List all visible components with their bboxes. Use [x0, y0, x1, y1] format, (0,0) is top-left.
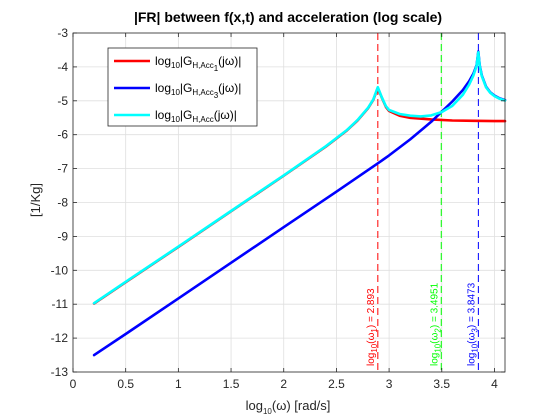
- x-tick-label: 4: [491, 377, 498, 391]
- y-tick-label: -10: [51, 263, 69, 277]
- y-tick-label: -13: [51, 365, 69, 379]
- chart-title: |FR| between f(x,t) and acceleration (lo…: [134, 9, 442, 25]
- x-tick-label: 0: [70, 377, 77, 391]
- y-tick-label: -8: [57, 196, 68, 210]
- x-tick-label: 2: [280, 377, 287, 391]
- y-tick-label: -9: [57, 229, 68, 243]
- x-tick-label: 2.5: [328, 377, 345, 391]
- y-tick-label: -3: [57, 26, 68, 40]
- x-tick-label: 3.5: [433, 377, 450, 391]
- y-tick-label: -7: [57, 162, 68, 176]
- y-tick-label: -12: [51, 331, 69, 345]
- y-tick-label: -11: [52, 297, 69, 311]
- x-tick-label: 3: [386, 377, 393, 391]
- y-tick-label: -6: [57, 128, 68, 142]
- x-tick-label: 1.5: [223, 377, 240, 391]
- legend: log10|GH,Acc1(jω)|log10|GH,Acc3(jω)|log1…: [108, 48, 257, 126]
- y-tick-label: -5: [57, 94, 68, 108]
- x-tick-label: 0.5: [117, 377, 134, 391]
- y-tick-label: -4: [57, 60, 68, 74]
- y-axis-label: [1/Kg]: [28, 183, 43, 217]
- x-tick-label: 1: [175, 377, 182, 391]
